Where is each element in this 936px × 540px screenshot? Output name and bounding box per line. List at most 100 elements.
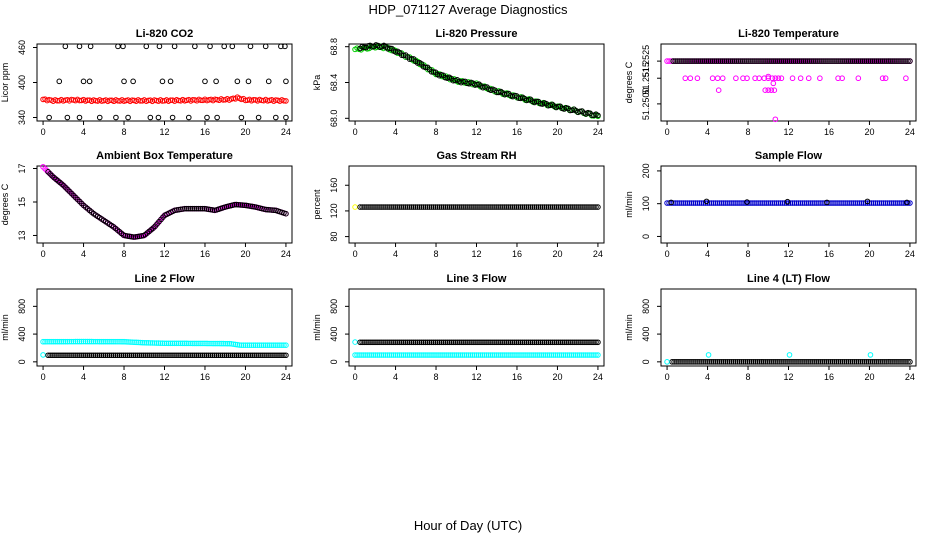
data-point xyxy=(186,352,192,359)
data-point xyxy=(757,58,763,64)
data-point xyxy=(717,58,724,64)
data-point xyxy=(265,78,272,85)
data-point xyxy=(367,339,373,346)
data-point xyxy=(283,98,289,104)
data-point xyxy=(400,352,407,358)
data-point xyxy=(905,58,911,64)
data-point xyxy=(426,204,433,210)
data-point xyxy=(881,359,887,365)
data-point xyxy=(855,58,862,64)
data-point xyxy=(867,352,874,358)
data-point xyxy=(735,200,741,206)
data-point xyxy=(705,352,712,358)
data-point xyxy=(157,340,164,346)
data-point xyxy=(765,200,772,206)
data-point xyxy=(437,352,443,358)
data-point xyxy=(734,359,741,365)
data-point xyxy=(106,352,113,359)
y-axis-label: ml/min xyxy=(624,314,634,341)
data-point xyxy=(516,352,522,358)
data-point xyxy=(494,339,500,346)
data-point xyxy=(495,352,502,358)
data-point xyxy=(264,342,271,348)
data-point xyxy=(233,352,240,359)
data-point xyxy=(408,204,415,210)
series-temp-magenta-mid xyxy=(682,75,909,82)
data-point xyxy=(711,58,718,64)
x-tick-label: 0 xyxy=(665,372,670,382)
data-point xyxy=(255,352,261,359)
data-point xyxy=(904,199,910,206)
data-point xyxy=(480,339,486,346)
data-point xyxy=(369,339,375,346)
data-point xyxy=(420,204,427,210)
data-point xyxy=(776,359,782,365)
data-point xyxy=(722,359,729,365)
x-tick-label: 12 xyxy=(159,372,169,382)
data-point xyxy=(213,352,220,359)
data-point xyxy=(254,342,261,348)
data-point xyxy=(459,352,466,358)
data-point xyxy=(390,352,397,358)
data-point xyxy=(797,200,804,206)
data-point xyxy=(577,339,583,346)
data-point xyxy=(463,352,470,358)
x-tick-label: 0 xyxy=(41,372,46,382)
data-point xyxy=(235,352,242,359)
data-point xyxy=(788,58,795,64)
data-point xyxy=(204,340,210,347)
data-point xyxy=(231,352,238,359)
data-point xyxy=(861,58,868,64)
x-tick-label: 0 xyxy=(41,127,46,137)
data-point xyxy=(792,58,799,64)
data-point xyxy=(259,352,265,359)
data-point xyxy=(527,339,534,346)
data-point xyxy=(464,204,470,210)
x-tick-label: 16 xyxy=(512,372,522,382)
data-point xyxy=(241,202,248,209)
data-point xyxy=(749,58,755,64)
x-tick-label: 16 xyxy=(512,249,522,259)
data-point xyxy=(410,204,417,210)
data-point xyxy=(853,359,860,365)
data-point xyxy=(476,204,482,210)
data-point xyxy=(689,359,695,365)
data-point xyxy=(790,58,797,64)
data-point xyxy=(804,58,811,64)
data-point xyxy=(191,352,198,359)
data-point xyxy=(798,58,805,64)
data-point xyxy=(812,359,818,365)
data-point xyxy=(533,339,540,346)
data-point xyxy=(273,352,279,359)
data-point xyxy=(714,359,721,365)
data-point xyxy=(379,204,385,210)
data-point xyxy=(468,204,474,210)
data-point xyxy=(713,58,720,64)
data-point xyxy=(201,205,208,212)
data-point xyxy=(184,352,190,359)
x-tick-label: 8 xyxy=(434,127,439,137)
data-point xyxy=(67,352,73,359)
data-point xyxy=(229,352,236,359)
series-co2-red xyxy=(40,94,289,105)
data-point xyxy=(809,200,816,206)
data-point xyxy=(130,78,136,85)
data-point xyxy=(786,58,793,64)
data-point xyxy=(206,340,212,347)
data-point xyxy=(682,58,688,64)
data-point xyxy=(800,58,807,64)
y-tick-label: 51.2515 xyxy=(641,62,651,95)
data-point xyxy=(804,359,810,365)
data-point xyxy=(784,198,791,205)
data-point xyxy=(733,58,740,64)
data-point xyxy=(464,339,470,346)
data-point xyxy=(169,114,176,121)
data-point xyxy=(583,339,589,346)
series-co2-black-low xyxy=(46,114,289,121)
data-point xyxy=(416,204,423,210)
data-point xyxy=(771,200,778,206)
data-point xyxy=(519,339,526,346)
data-point xyxy=(58,338,65,345)
data-point xyxy=(442,339,449,346)
data-point xyxy=(830,58,836,64)
